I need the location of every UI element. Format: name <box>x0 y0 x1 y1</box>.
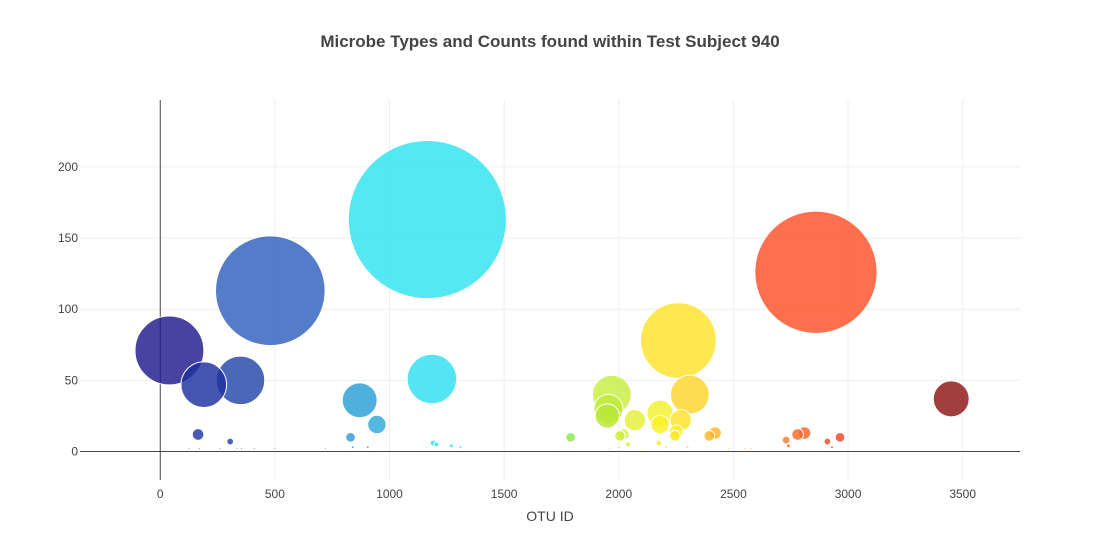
bubble-point <box>785 443 791 449</box>
bubble-point <box>743 447 747 451</box>
bubble-point <box>754 210 878 334</box>
bubble-point <box>273 447 277 451</box>
bubble-point <box>365 445 370 450</box>
bubble-point <box>458 445 463 450</box>
bubble-point <box>594 403 620 429</box>
bubble-point <box>669 430 681 442</box>
y-tick-label: 200 <box>58 160 78 174</box>
bubble-point <box>608 447 612 451</box>
bubble-point <box>191 428 205 441</box>
bubble-point <box>565 431 576 443</box>
bubble-point <box>655 439 663 447</box>
bubble-point <box>781 435 791 445</box>
bubble-point <box>235 447 239 451</box>
bubble-point <box>663 445 668 450</box>
bubble-point <box>226 437 235 446</box>
bubble-point <box>433 441 440 448</box>
bubble-point <box>197 447 201 451</box>
x-tick-label: 1000 <box>376 487 403 501</box>
chart-title: Microbe Types and Counts found within Te… <box>320 32 780 51</box>
bubble-point <box>669 374 710 415</box>
bubble-point <box>345 431 356 443</box>
x-tick-label: 500 <box>265 487 285 501</box>
x-tick-label: 2500 <box>720 487 747 501</box>
bubble-point <box>650 414 670 435</box>
bubble-point <box>932 380 970 418</box>
bubble-point <box>134 315 205 386</box>
bubble-point <box>347 139 507 300</box>
x-tick-label: 1500 <box>491 487 518 501</box>
bubble-point <box>341 382 378 419</box>
bubble-point <box>448 443 454 449</box>
bubble-point <box>791 428 804 441</box>
bubble-point <box>727 447 731 451</box>
x-tick-label: 3000 <box>835 487 862 501</box>
bubble-point <box>640 302 717 379</box>
x-tick-label: 3500 <box>949 487 976 501</box>
bubble-point <box>406 353 458 405</box>
bubble-point <box>640 447 644 451</box>
bubble-point <box>703 430 716 442</box>
bubble-point <box>830 445 834 450</box>
bubble-point <box>252 447 256 451</box>
bubble-point <box>323 447 327 451</box>
bubble-point <box>625 441 631 448</box>
y-tick-label: 0 <box>71 445 78 459</box>
bubble-point <box>685 445 690 450</box>
bubble-point <box>616 445 621 450</box>
bubble-point <box>367 414 387 435</box>
x-tick-label: 0 <box>157 487 164 501</box>
bubble-point <box>240 447 244 451</box>
y-tick-label: 100 <box>58 302 78 316</box>
bubble-point <box>187 447 191 451</box>
bubble-point <box>823 437 832 446</box>
bubble-point <box>214 235 326 347</box>
y-tick-label: 50 <box>65 373 79 387</box>
x-tick-label: 2000 <box>605 487 632 501</box>
bubble-point <box>750 447 754 451</box>
x-axis-label: OTU ID <box>526 508 574 524</box>
y-tick-label: 150 <box>58 231 78 245</box>
bubble-point <box>180 361 228 408</box>
bubble-point <box>614 430 626 442</box>
bubble-point <box>623 409 646 432</box>
bubble-point <box>218 447 222 451</box>
bubble-point <box>834 431 846 443</box>
bubble-point <box>350 445 355 450</box>
